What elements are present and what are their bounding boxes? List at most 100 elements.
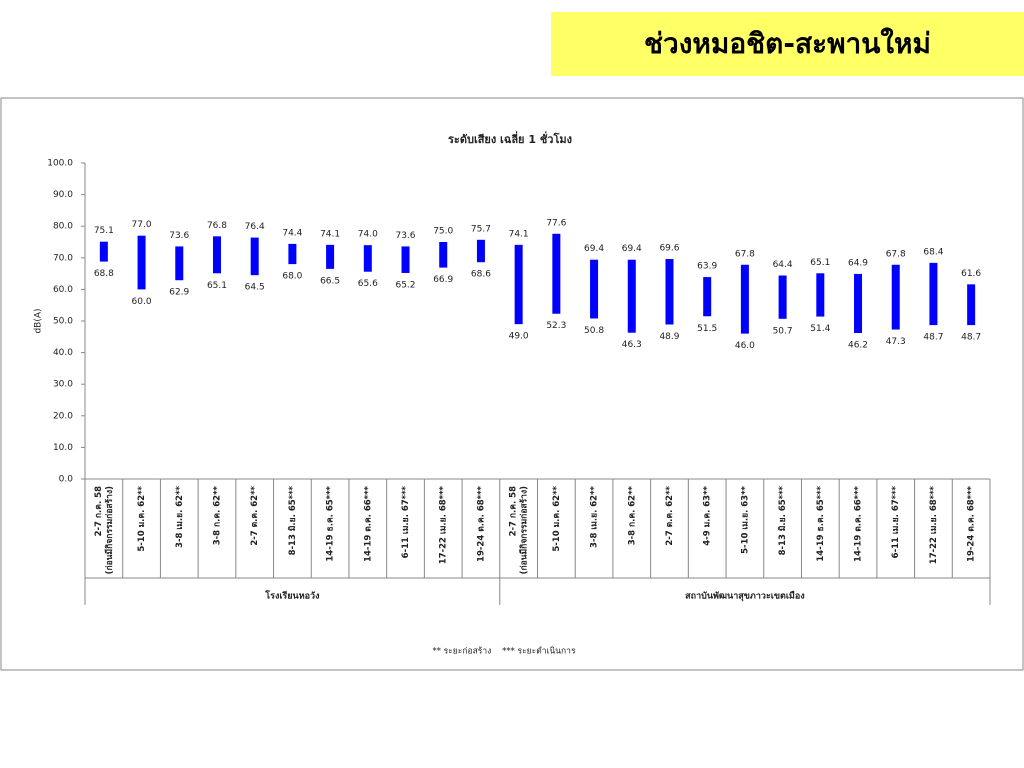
range-bar: [740, 264, 749, 334]
low-label: 50.7: [773, 326, 793, 336]
high-label: 75.1: [94, 226, 114, 236]
high-label: 74.1: [320, 229, 340, 239]
group-label: สถาบันพัฒนาสุขภาวะเขตเมือง: [685, 590, 805, 602]
y-tick-label: 50.0: [53, 317, 73, 327]
y-tick-label: 70.0: [53, 253, 73, 263]
x-tick-label: 2-7 ต.ค. 62**: [250, 485, 260, 545]
range-bar: [854, 273, 863, 334]
y-tick-label: 20.0: [53, 411, 73, 421]
range-bar: [401, 246, 410, 273]
range-bar: [891, 264, 900, 330]
low-label: 51.4: [810, 324, 830, 334]
low-label: 66.5: [320, 276, 340, 286]
low-label: 64.5: [245, 283, 265, 293]
x-tick-label: 5-10 ม.ค. 62**: [552, 485, 562, 551]
y-tick-label: 10.0: [53, 443, 73, 453]
high-label: 69.6: [659, 244, 679, 254]
low-label: 65.1: [207, 281, 227, 291]
high-label: 74.0: [358, 230, 378, 240]
range-bar: [99, 241, 108, 262]
x-tick-label: 17-22 เม.ย. 68***: [929, 485, 939, 564]
range-bar: [439, 242, 448, 268]
range-bar: [590, 259, 599, 319]
low-label: 48.7: [923, 333, 943, 343]
x-tick-label: 3-8 เม.ย. 62**: [175, 485, 185, 547]
high-label: 64.4: [773, 260, 793, 270]
x-tick-label: 19-24 ต.ค. 68***: [476, 485, 486, 561]
y-tick-label: 100.0: [47, 159, 73, 169]
high-label: 73.6: [395, 231, 415, 241]
high-label: 73.6: [169, 231, 189, 241]
high-label: 75.0: [433, 227, 453, 237]
low-label: 48.9: [659, 332, 679, 342]
x-tick-label: (ก่อนมีกิจกรรมก่อสร้าง): [519, 486, 530, 574]
low-label: 46.3: [622, 340, 642, 350]
high-label: 68.4: [923, 247, 943, 257]
y-tick-label: 60.0: [53, 285, 73, 295]
range-bar: [929, 262, 938, 326]
low-label: 46.0: [735, 341, 755, 351]
x-tick-label: 6-11 เม.ย. 67***: [401, 485, 411, 558]
x-tick-label: 19-24 ต.ค. 68***: [967, 485, 977, 561]
range-bar: [363, 245, 372, 272]
x-tick-label: 2-7 ก.ค. 58: [94, 486, 104, 536]
low-label: 66.9: [433, 275, 453, 285]
x-tick-label: 14-19 ต.ค. 66***: [854, 485, 864, 561]
low-label: 46.2: [848, 341, 868, 351]
range-bar: [175, 246, 184, 281]
high-label: 77.6: [546, 218, 566, 228]
high-label: 64.9: [848, 258, 868, 268]
x-tick-label: 5-10 เม.ย. 63**: [740, 485, 750, 553]
range-bar: [514, 244, 523, 325]
x-tick-label: 14-19 ธ.ค. 65***: [326, 485, 336, 561]
range-bar: [703, 277, 712, 317]
x-tick-label: (ก่อนมีกิจกรรมก่อสร้าง): [104, 486, 115, 574]
high-label: 69.4: [584, 244, 604, 254]
high-label: 69.4: [622, 244, 642, 254]
range-bar: [816, 273, 825, 317]
range-bar: [778, 275, 787, 319]
high-label: 67.8: [886, 249, 906, 259]
high-label: 67.8: [735, 249, 755, 259]
high-label: 77.0: [132, 220, 152, 230]
y-tick-label: 80.0: [53, 222, 73, 232]
low-label: 47.3: [886, 337, 906, 347]
x-tick-label: 3-8 เม.ย. 62**: [590, 485, 600, 547]
x-tick-label: 14-19 ธ.ค. 65***: [816, 485, 826, 561]
chart-frame: [0, 97, 1024, 671]
y-tick-label: 30.0: [53, 380, 73, 390]
range-bar: [212, 236, 221, 274]
high-label: 65.1: [810, 258, 830, 268]
page-title: ช่วงหมอชิต-สะพานใหม่: [551, 12, 1024, 76]
high-label: 76.4: [245, 222, 265, 232]
x-tick-label: 2-7 ก.ค. 58: [509, 486, 519, 536]
low-label: 50.8: [584, 326, 604, 336]
high-label: 63.9: [697, 262, 717, 272]
x-tick-label: 6-11 เม.ย. 67***: [891, 485, 901, 558]
x-tick-label: 8-13 มิ.ย. 65***: [777, 485, 788, 555]
range-bar: [137, 235, 146, 290]
low-label: 62.9: [169, 288, 189, 298]
footnote: ** ระยะก่อสร้าง *** ระยะดำเนินการ: [432, 646, 575, 657]
range-bar: [250, 237, 259, 276]
group-label: โรงเรียนหอวัง: [264, 590, 319, 602]
range-bar: [552, 233, 561, 314]
low-label: 60.0: [132, 297, 152, 307]
low-label: 65.2: [395, 280, 415, 290]
low-label: 68.6: [471, 270, 491, 280]
chart-title: ระดับเสียง เฉลี่ย 1 ชั่วโมง: [448, 131, 572, 146]
low-label: 65.6: [358, 279, 378, 289]
low-label: 48.7: [961, 333, 981, 343]
low-label: 51.5: [697, 324, 717, 334]
y-tick-label: 90.0: [53, 190, 73, 200]
high-label: 75.7: [471, 224, 491, 234]
y-axis-label: dB(A): [34, 308, 44, 333]
y-tick-label: 0.0: [59, 475, 74, 485]
low-label: 52.3: [546, 321, 566, 331]
x-tick-label: 5-10 ม.ค. 62**: [137, 485, 147, 551]
x-tick-label: 14-19 ต.ค. 66***: [363, 485, 373, 561]
high-label: 61.6: [961, 269, 981, 279]
low-label: 68.8: [94, 269, 114, 279]
x-tick-label: 8-13 มิ.ย. 65***: [287, 485, 298, 555]
